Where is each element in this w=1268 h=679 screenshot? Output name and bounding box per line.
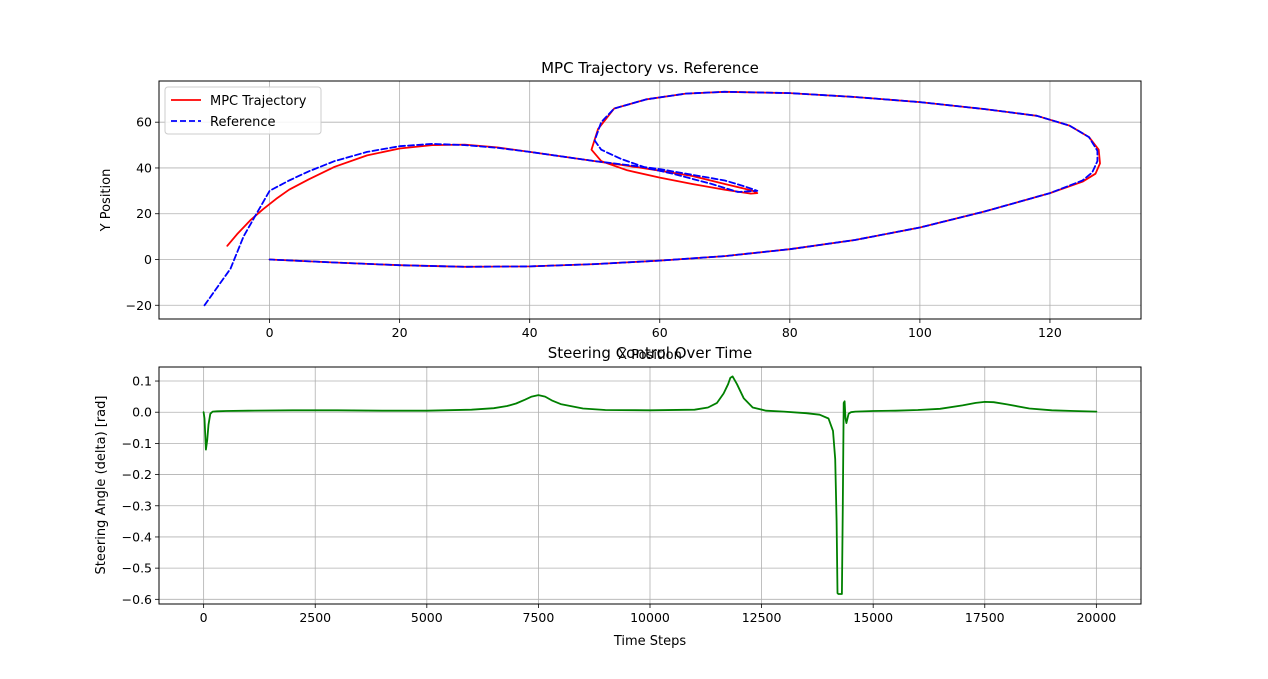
trajectory-title: MPC Trajectory vs. Reference (541, 59, 759, 77)
steering-x-tick-label: 12500 (742, 610, 782, 625)
steering-y-axis-label: Steering Angle (delta) [rad] (94, 396, 109, 575)
steering-y-tick-label: −0.2 (122, 467, 152, 482)
steering-x-tick-label: 10000 (630, 610, 670, 625)
steering-y-tick-label: −0.4 (122, 529, 152, 544)
steering-x-axis-label: Time Steps (613, 634, 687, 649)
steering-x-tick-label: 5000 (411, 610, 443, 625)
steering-ticks: 0 2500 5000 7500 10000 12500 15000 17500 20000 0.… (122, 374, 1117, 625)
trajectory-y-tick-label: −20 (126, 298, 152, 313)
trajectory-series-line-1 (203, 90, 1099, 307)
trajectory-series (203, 90, 1101, 307)
steering-x-tick-label: 0 (200, 610, 208, 625)
legend-label-reference: Reference (210, 115, 275, 130)
trajectory-x-tick-label: 40 (522, 325, 538, 340)
trajectory-y-tick-label: 20 (136, 206, 152, 221)
trajectory-series-line-0 (226, 90, 1101, 268)
trajectory-x-axis-label: X Position (618, 348, 682, 363)
trajectory-y-tick-label: 40 (136, 160, 152, 175)
steering-x-tick-label: 15000 (853, 610, 893, 625)
steering-grid (159, 367, 1141, 604)
trajectory-x-tick-label: 120 (1038, 325, 1062, 340)
steering-y-tick-label: −0.6 (122, 592, 152, 607)
steering-y-tick-label: 0.1 (132, 374, 152, 389)
steering-x-tick-label: 2500 (299, 610, 331, 625)
steering-x-tick-label: 7500 (523, 610, 555, 625)
trajectory-x-tick-label: 0 (266, 325, 274, 340)
trajectory-x-tick-label: 80 (782, 325, 798, 340)
steering-series-line-0 (202, 375, 1098, 595)
steering-y-tick-label: 0.0 (132, 405, 152, 420)
trajectory-ticks: 0 20 40 60 80 100 120 −20 0 20 40 60 (126, 115, 1062, 340)
trajectory-y-axis-label: Y Position (99, 169, 114, 233)
steering-plot: 0 2500 5000 7500 10000 12500 15000 17500 20000 0.… (94, 344, 1142, 649)
steering-y-tick-label: −0.1 (122, 436, 152, 451)
legend-label-mpc: MPC Trajectory (210, 94, 307, 109)
trajectory-x-tick-label: 60 (652, 325, 668, 340)
steering-y-tick-label: −0.3 (122, 498, 152, 513)
steering-y-tick-label: −0.5 (122, 561, 152, 576)
trajectory-y-tick-label: 60 (136, 115, 152, 130)
steering-x-tick-label: 17500 (965, 610, 1005, 625)
steering-title: Steering Control Over Time (548, 344, 753, 362)
trajectory-plot: 0 20 40 60 80 100 120 −20 0 20 40 60 MPC Trajectory… (99, 59, 1142, 363)
trajectory-x-tick-label: 100 (908, 325, 932, 340)
trajectory-x-tick-label: 20 (392, 325, 408, 340)
steering-x-tick-label: 20000 (1076, 610, 1116, 625)
trajectory-legend: MPC Trajectory Reference (164, 86, 322, 135)
steering-series (202, 375, 1098, 595)
legend-box (164, 86, 322, 135)
trajectory-axes-frame (158, 80, 1142, 320)
trajectory-y-tick-label: 0 (144, 252, 152, 267)
